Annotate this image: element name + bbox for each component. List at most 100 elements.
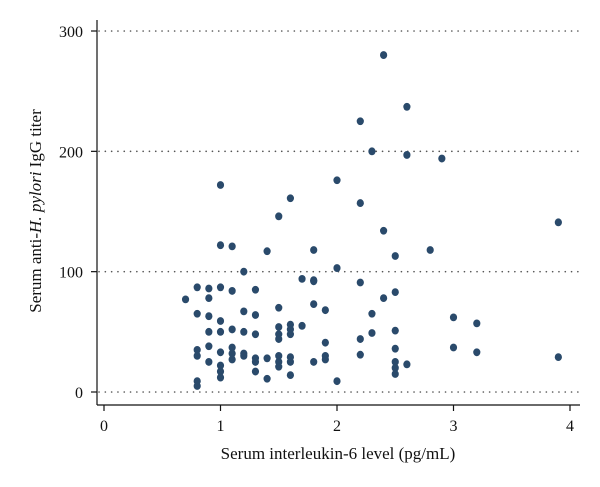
data-point bbox=[310, 246, 318, 254]
data-point bbox=[216, 367, 225, 376]
data-point bbox=[193, 382, 201, 390]
data-point bbox=[554, 353, 562, 362]
data-point bbox=[205, 284, 213, 293]
x-axis-title: Serum interleukin-6 level (pg/mL) bbox=[221, 444, 456, 463]
data-point bbox=[298, 274, 306, 283]
data-point bbox=[275, 335, 283, 343]
x-axis-ticks: 0 1 2 3 4 bbox=[100, 405, 574, 435]
x-tick-label: 3 bbox=[450, 418, 458, 435]
data-point bbox=[228, 343, 236, 352]
data-point bbox=[193, 352, 201, 360]
data-point bbox=[228, 325, 236, 334]
y-axis-title-after: IgG titer bbox=[26, 109, 45, 172]
data-point bbox=[275, 303, 283, 312]
data-point bbox=[356, 199, 364, 207]
data-point bbox=[426, 246, 434, 254]
y-tick-label: 300 bbox=[59, 24, 83, 41]
data-point bbox=[449, 313, 458, 322]
data-point bbox=[240, 307, 248, 316]
data-point bbox=[205, 312, 213, 321]
data-point bbox=[181, 295, 190, 304]
data-point bbox=[263, 374, 271, 383]
data-point bbox=[391, 288, 399, 297]
data-point bbox=[286, 194, 294, 203]
data-point bbox=[216, 348, 225, 357]
data-point bbox=[251, 330, 260, 339]
data-point bbox=[263, 247, 271, 256]
data-point bbox=[391, 344, 399, 353]
data-point bbox=[391, 252, 399, 260]
data-point bbox=[228, 287, 236, 295]
data-point bbox=[298, 321, 306, 330]
data-point bbox=[368, 329, 376, 337]
data-point bbox=[368, 309, 376, 318]
x-tick-label: 0 bbox=[100, 418, 108, 435]
y-axis-title-before: Serum anti- bbox=[26, 233, 45, 313]
data-point bbox=[216, 373, 225, 382]
data-point bbox=[275, 352, 283, 360]
data-point bbox=[205, 358, 213, 366]
data-point bbox=[554, 218, 562, 227]
data-point bbox=[205, 294, 213, 303]
data-point bbox=[216, 327, 225, 336]
data-point bbox=[380, 226, 388, 235]
y-axis-ticks: 0 100 200 300 bbox=[59, 24, 97, 402]
data-point bbox=[251, 285, 260, 294]
data-point bbox=[391, 364, 399, 372]
data-point bbox=[286, 371, 294, 380]
data-point bbox=[251, 311, 260, 319]
data-point bbox=[391, 358, 399, 366]
data-point bbox=[193, 283, 201, 292]
gridlines bbox=[98, 30, 579, 393]
data-point bbox=[240, 267, 248, 276]
data-point bbox=[403, 102, 411, 111]
x-tick-label: 1 bbox=[217, 418, 225, 435]
data-point bbox=[205, 342, 213, 351]
data-point bbox=[356, 335, 364, 343]
data-point bbox=[228, 242, 236, 251]
data-point bbox=[438, 154, 446, 163]
data-point bbox=[216, 317, 225, 325]
data-point bbox=[251, 358, 260, 366]
data-point bbox=[275, 212, 283, 221]
data-point bbox=[333, 264, 341, 272]
data-point bbox=[228, 349, 236, 358]
data-point bbox=[368, 147, 376, 156]
data-point bbox=[473, 319, 481, 328]
data-point bbox=[380, 51, 388, 59]
data-point bbox=[216, 283, 225, 292]
data-point bbox=[380, 294, 388, 303]
data-point bbox=[333, 176, 341, 185]
data-point bbox=[321, 306, 329, 315]
data-point bbox=[310, 358, 318, 366]
data-point bbox=[403, 151, 411, 159]
data-point bbox=[356, 278, 364, 287]
data-point bbox=[228, 355, 236, 364]
y-tick-label: 0 bbox=[75, 385, 83, 402]
data-point bbox=[286, 358, 294, 366]
data-point bbox=[216, 361, 225, 370]
data-point bbox=[240, 327, 248, 336]
data-point bbox=[286, 330, 294, 339]
data-point bbox=[356, 117, 364, 126]
data-point bbox=[391, 370, 399, 378]
data-point bbox=[193, 309, 201, 318]
data-point bbox=[333, 377, 341, 386]
data-point bbox=[205, 327, 213, 336]
y-tick-label: 200 bbox=[59, 144, 83, 161]
data-point bbox=[321, 338, 329, 347]
data-point bbox=[391, 326, 399, 335]
data-points bbox=[181, 51, 562, 390]
data-point bbox=[275, 323, 283, 331]
x-tick-label: 2 bbox=[333, 418, 341, 435]
data-point bbox=[310, 300, 318, 309]
data-point bbox=[403, 360, 411, 369]
data-point bbox=[473, 348, 481, 357]
data-point bbox=[263, 354, 271, 363]
y-axis-title-italic: H. pylori bbox=[26, 171, 45, 234]
data-point bbox=[321, 355, 329, 364]
x-tick-label: 4 bbox=[566, 418, 574, 435]
data-point bbox=[251, 367, 260, 376]
y-axis-title: Serum anti-H. pylori IgG titer bbox=[26, 109, 45, 313]
